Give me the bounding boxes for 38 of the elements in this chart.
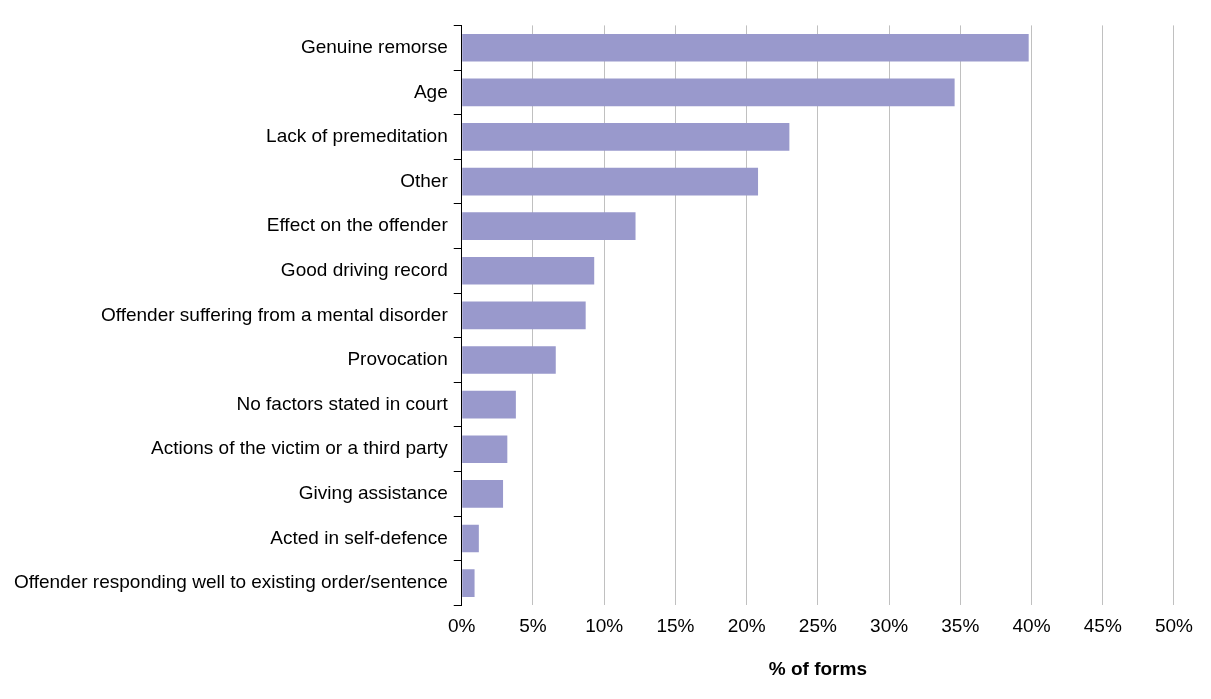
- y-tick-label: Acted in self-defence: [270, 526, 448, 548]
- bar: [462, 301, 586, 330]
- bar: [462, 78, 955, 107]
- x-tick-label: 50%: [1154, 615, 1194, 637]
- bar: [462, 346, 556, 374]
- bar: [462, 33, 1029, 62]
- x-tick-label: 5%: [519, 615, 547, 637]
- x-tick-label: 0%: [448, 615, 476, 637]
- y-tick-label: Age: [413, 80, 448, 102]
- bar: [462, 123, 790, 151]
- bar: [462, 212, 636, 240]
- x-tick-label: 40%: [1012, 615, 1051, 637]
- y-tick-label: Provocation: [347, 348, 448, 370]
- bar: [462, 167, 759, 196]
- x-tick-label: 35%: [941, 615, 980, 637]
- y-tick-label: Other: [400, 169, 449, 191]
- y-tick-label: Actions of the victim or a third party: [151, 437, 449, 459]
- y-tick-label: Effect on the offender: [266, 214, 449, 236]
- y-tick-label: Offender responding well to existing order/sentence: [13, 571, 448, 593]
- bar: [462, 390, 516, 419]
- x-axis-title: % of forms: [768, 657, 867, 679]
- bar: [462, 480, 504, 508]
- bar: [462, 524, 479, 553]
- bar: [462, 256, 595, 285]
- x-tick-label: 30%: [870, 615, 909, 637]
- x-tick-label: 20%: [727, 615, 766, 637]
- y-tick-label: Genuine remorse: [300, 35, 448, 57]
- y-tick-label: Giving assistance: [298, 482, 448, 504]
- x-tick-label: 15%: [656, 615, 695, 637]
- y-tick-label: Good driving record: [280, 259, 448, 281]
- y-tick-label: No factors stated in court: [236, 392, 449, 414]
- y-tick-label: Lack of premeditation: [266, 125, 448, 147]
- x-tick-label: 10%: [585, 615, 624, 637]
- bar: [462, 569, 475, 597]
- bar: [462, 435, 508, 464]
- y-tick-label: Offender suffering from a mental disorder: [100, 303, 449, 325]
- x-tick-label: 25%: [798, 615, 837, 637]
- x-tick-label: 45%: [1083, 615, 1122, 637]
